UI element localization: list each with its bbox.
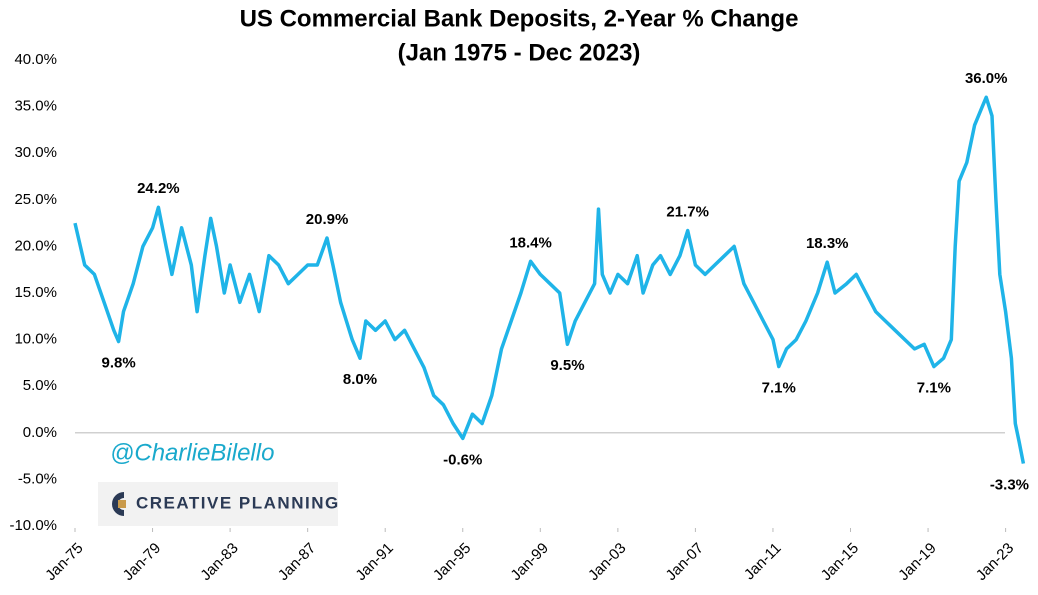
data-label: 7.1% bbox=[917, 380, 951, 397]
data-label: 36.0% bbox=[965, 70, 1008, 87]
handle-watermark: @CharlieBilello bbox=[110, 439, 274, 466]
data-label: 20.9% bbox=[306, 211, 349, 228]
x-tick-label: Jan-91 bbox=[352, 540, 396, 584]
chart-title: US Commercial Bank Deposits, 2-Year % Ch… bbox=[240, 5, 799, 32]
y-tick-label: 5.0% bbox=[23, 377, 57, 394]
x-tick-label: Jan-23 bbox=[973, 540, 1017, 584]
y-tick-label: -5.0% bbox=[18, 470, 57, 487]
x-tick-label: Jan-07 bbox=[663, 540, 707, 584]
data-label: 18.4% bbox=[509, 234, 552, 251]
data-label: -0.6% bbox=[443, 451, 482, 468]
y-tick-label: 25.0% bbox=[14, 191, 57, 208]
logo-text: CREATIVE PLANNING bbox=[136, 493, 340, 512]
data-line bbox=[73, 95, 1026, 464]
y-tick-label: 30.0% bbox=[14, 144, 57, 161]
y-tick-label: 10.0% bbox=[14, 331, 57, 348]
x-tick-label: Jan-03 bbox=[585, 540, 629, 584]
y-tick-label: 15.0% bbox=[14, 284, 57, 301]
data-label: 9.5% bbox=[550, 357, 584, 374]
chart-subtitle: (Jan 1975 - Dec 2023) bbox=[398, 39, 641, 66]
x-tick-label: Jan-99 bbox=[507, 540, 551, 584]
data-label: 24.2% bbox=[137, 180, 180, 197]
x-tick-label: Jan-79 bbox=[120, 540, 164, 584]
logo-box bbox=[98, 482, 338, 526]
data-label: -3.3% bbox=[990, 477, 1029, 494]
y-tick-label: 35.0% bbox=[14, 98, 57, 115]
x-tick-label: Jan-87 bbox=[275, 540, 319, 584]
x-tick-label: Jan-19 bbox=[895, 540, 939, 584]
x-tick-label: Jan-11 bbox=[741, 540, 785, 584]
x-tick-label: Jan-75 bbox=[42, 540, 86, 584]
data-label: 7.1% bbox=[762, 380, 796, 397]
logo-icon-accent bbox=[118, 500, 126, 508]
data-label: 18.3% bbox=[806, 235, 849, 252]
data-label: 9.8% bbox=[102, 354, 136, 371]
x-tick-label: Jan-95 bbox=[430, 540, 474, 584]
data-label: 8.0% bbox=[343, 371, 377, 388]
y-tick-label: 0.0% bbox=[23, 424, 57, 441]
x-tick-label: Jan-83 bbox=[197, 540, 241, 584]
data-label: 21.7% bbox=[666, 204, 709, 221]
y-tick-label: 20.0% bbox=[14, 237, 57, 254]
y-tick-label: 40.0% bbox=[14, 51, 57, 68]
x-tick-label: Jan-15 bbox=[818, 540, 862, 584]
y-tick-label: -10.0% bbox=[9, 517, 57, 534]
